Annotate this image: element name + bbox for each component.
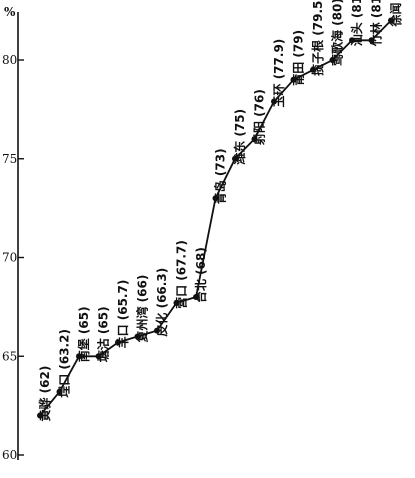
data-point bbox=[76, 353, 82, 360]
data-point bbox=[232, 155, 238, 162]
data-point bbox=[388, 17, 394, 24]
data-label: 莺歌海 (80) bbox=[330, 0, 345, 66]
data-point bbox=[329, 57, 336, 63]
y-axis-unit-label: % bbox=[4, 5, 16, 19]
data-label: 营口 (67.7) bbox=[174, 240, 189, 309]
data-point bbox=[134, 333, 141, 340]
data-point bbox=[271, 98, 277, 105]
data-label: 台北 (68) bbox=[193, 247, 208, 303]
data-point bbox=[368, 37, 375, 44]
data-label: 揽子根 (79.5) bbox=[310, 0, 325, 76]
data-label: 南堡 (65) bbox=[76, 306, 91, 362]
data-point bbox=[37, 412, 43, 419]
data-label: 青岛 (73) bbox=[213, 148, 228, 204]
data-point bbox=[290, 76, 297, 83]
y-tick-label: 65 bbox=[2, 349, 17, 363]
data-label: 玉环 (77.9) bbox=[272, 39, 286, 108]
data-labels: 黄骅 (62) 埕口 (63.2) 南堡 (65) 塘沽 (65) 羊口 (65.7) 复… bbox=[37, 0, 403, 422]
data-label: 汕头 (81) bbox=[349, 0, 364, 46]
data-label: 黄骅 (62) bbox=[37, 366, 52, 422]
data-label: 皮化 (66.3) bbox=[154, 268, 169, 338]
data-point bbox=[95, 353, 102, 360]
data-label: 羊口 (65.7) bbox=[115, 280, 130, 349]
series-line bbox=[39, 19, 392, 417]
data-point bbox=[115, 339, 121, 346]
data-point bbox=[173, 299, 180, 306]
data-label: 竹林 (81) bbox=[369, 0, 384, 47]
data-label: 复州湾 (66) bbox=[135, 275, 150, 344]
data-point bbox=[56, 388, 63, 395]
y-tick-label: 75 bbox=[2, 152, 17, 166]
data-label: 射阳 (76) bbox=[252, 89, 267, 146]
data-label: 莆田 (79) bbox=[291, 30, 306, 86]
data-point bbox=[310, 66, 316, 73]
data-point bbox=[212, 195, 219, 202]
data-points bbox=[37, 17, 394, 419]
y-tick-label: 70 bbox=[2, 251, 17, 265]
data-label: 塘沽 (65) bbox=[96, 306, 111, 362]
data-point bbox=[251, 136, 258, 142]
data-point bbox=[193, 294, 199, 300]
data-point bbox=[349, 37, 355, 44]
data-label: 埕口 (63.2) bbox=[57, 329, 72, 398]
data-label: 潍东 (75) bbox=[232, 109, 247, 166]
data-point bbox=[154, 327, 160, 334]
y-ticks: 60 65 70 75 80 bbox=[2, 53, 24, 462]
data-label: 徐闻 (82) bbox=[388, 0, 403, 28]
y-tick-label: 80 bbox=[2, 53, 17, 67]
y-tick-label: 60 bbox=[2, 448, 17, 462]
